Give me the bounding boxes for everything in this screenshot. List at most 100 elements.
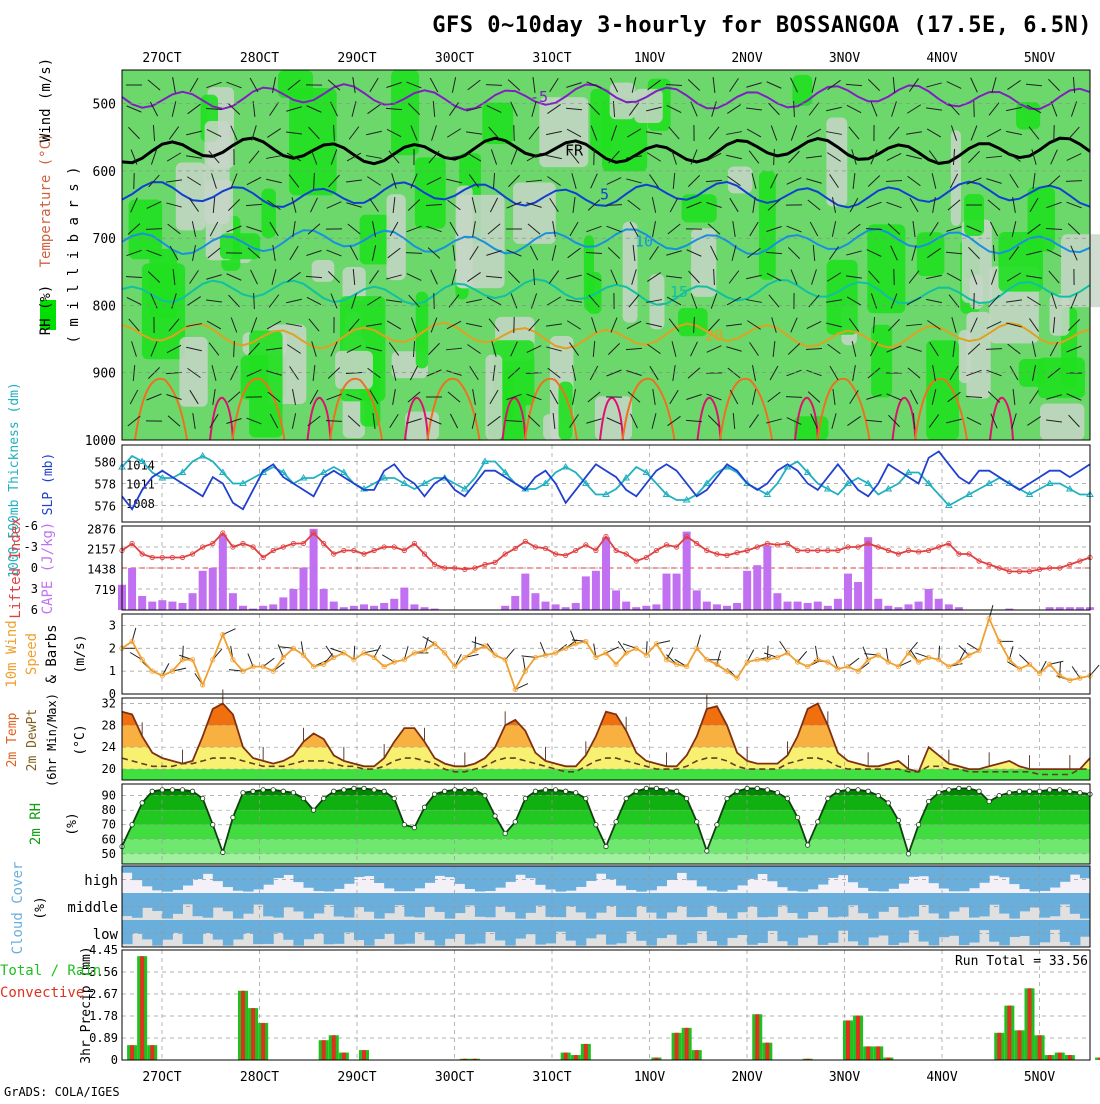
- cloud-cell: [122, 893, 133, 916]
- cloud-cell: [183, 866, 194, 886]
- rh-point: [896, 818, 900, 822]
- cape-bar: [209, 568, 217, 610]
- rh-point: [150, 789, 154, 793]
- cloud-cell: [848, 893, 859, 905]
- cape-bar: [128, 568, 136, 610]
- cloud-cell: [1030, 920, 1041, 945]
- precip-convective-bar: [755, 1014, 759, 1060]
- cape-bar: [521, 574, 529, 610]
- cloud-cell: [919, 920, 930, 942]
- cloud-cell: [989, 866, 1000, 876]
- date-label-bottom: 3NOV: [829, 1070, 860, 1085]
- temp-tick-label: 28: [102, 718, 116, 732]
- cape-bar: [289, 589, 297, 610]
- cloud-cell: [878, 893, 889, 912]
- rh-point: [836, 789, 840, 793]
- cloud-cell: [667, 920, 678, 935]
- cloud-cell: [445, 866, 456, 877]
- cloud-cell: [435, 920, 446, 946]
- cloud-cell: [586, 866, 597, 881]
- cloud-cell: [132, 893, 143, 918]
- cloud-cell: [314, 866, 325, 891]
- rh-axis-label: RH (%): [38, 285, 54, 336]
- dewpt-axis-label: 2m DewPt: [25, 709, 40, 772]
- cloud-cell: [667, 866, 678, 880]
- cloud-cell: [727, 920, 738, 938]
- cloud-cell: [858, 866, 869, 888]
- cloud-axis-label: Cloud Cover: [10, 862, 26, 955]
- cloud-cell: [939, 920, 950, 937]
- precip-convective-bar: [866, 1046, 870, 1060]
- cloud-cell: [888, 893, 899, 907]
- thickness-line: [122, 456, 1090, 506]
- cloud-cell: [636, 893, 647, 906]
- cloud-cell: [606, 866, 617, 879]
- rh-moist-patch: [678, 308, 708, 336]
- date-label-top: 28OCT: [240, 51, 279, 66]
- cloud-cell: [314, 893, 325, 913]
- cloud-cell: [193, 866, 204, 879]
- isotherm-label: -5: [530, 88, 548, 106]
- cloud-cell: [888, 866, 899, 889]
- cloud-cell: [616, 866, 627, 886]
- rh-point: [785, 796, 789, 800]
- cloud-cell: [979, 920, 990, 930]
- cloud-cell: [747, 893, 758, 906]
- cloud-cell: [596, 893, 607, 913]
- wind-barb: [606, 205, 622, 206]
- precip-convective-bar: [1058, 1053, 1062, 1060]
- wind-tick-label: 3: [109, 618, 116, 632]
- cloud-cell: [344, 866, 355, 884]
- cape-bar: [370, 606, 378, 610]
- rh-point: [695, 820, 699, 824]
- rh-point: [775, 791, 779, 795]
- rh-moist-patch: [867, 224, 905, 313]
- cloud-cell: [414, 920, 425, 932]
- rh-point: [765, 788, 769, 792]
- temp-tick-label: 32: [102, 696, 116, 710]
- cloud-cell: [656, 920, 667, 938]
- cloud-cell: [152, 866, 163, 890]
- cloud-cell: [334, 866, 345, 889]
- cape-bar: [350, 606, 358, 610]
- cloud-cell: [515, 920, 526, 939]
- rh-point: [705, 849, 709, 853]
- rh-dry-patch: [513, 182, 556, 243]
- cloud-unit-label: (%): [33, 896, 48, 919]
- cloud-cell: [626, 893, 637, 917]
- cape-bar: [723, 606, 731, 610]
- cloud-cell: [576, 920, 587, 946]
- cloud-cell: [263, 893, 274, 916]
- rh-point: [442, 789, 446, 793]
- cloud-cell: [858, 920, 869, 945]
- rh-point: [563, 789, 567, 793]
- cloud-cell: [959, 893, 970, 907]
- rh-point: [382, 789, 386, 793]
- cloud-cell: [152, 920, 163, 946]
- wind-barb: [866, 229, 882, 230]
- rh-point: [937, 791, 941, 795]
- pressure-tick-label: 900: [93, 367, 116, 382]
- rh-moist-patch: [794, 416, 828, 440]
- cloud-cell: [959, 920, 970, 945]
- cloud-cell: [193, 893, 204, 916]
- cloud-cell: [172, 893, 183, 914]
- cloud-cell: [646, 866, 657, 890]
- cape-bar: [158, 600, 166, 610]
- cloud-cell: [919, 866, 930, 876]
- cloud-cell: [535, 920, 546, 945]
- cloud-cell: [152, 893, 163, 911]
- precip-convective-bar: [1028, 988, 1032, 1060]
- rh-point: [392, 796, 396, 800]
- rh-moist-patch: [415, 157, 446, 228]
- rh-point: [906, 852, 910, 856]
- precip-convective-bar: [322, 1040, 326, 1060]
- rh-dry-patch: [456, 195, 505, 288]
- precip-convective-bar: [1038, 1035, 1042, 1060]
- cloud-cell: [475, 866, 486, 891]
- cloud-cell: [858, 893, 869, 913]
- cloud-cell: [183, 920, 194, 944]
- cloud-cell: [929, 920, 940, 945]
- cloud-cell: [203, 893, 214, 918]
- cloud-cell: [263, 866, 274, 885]
